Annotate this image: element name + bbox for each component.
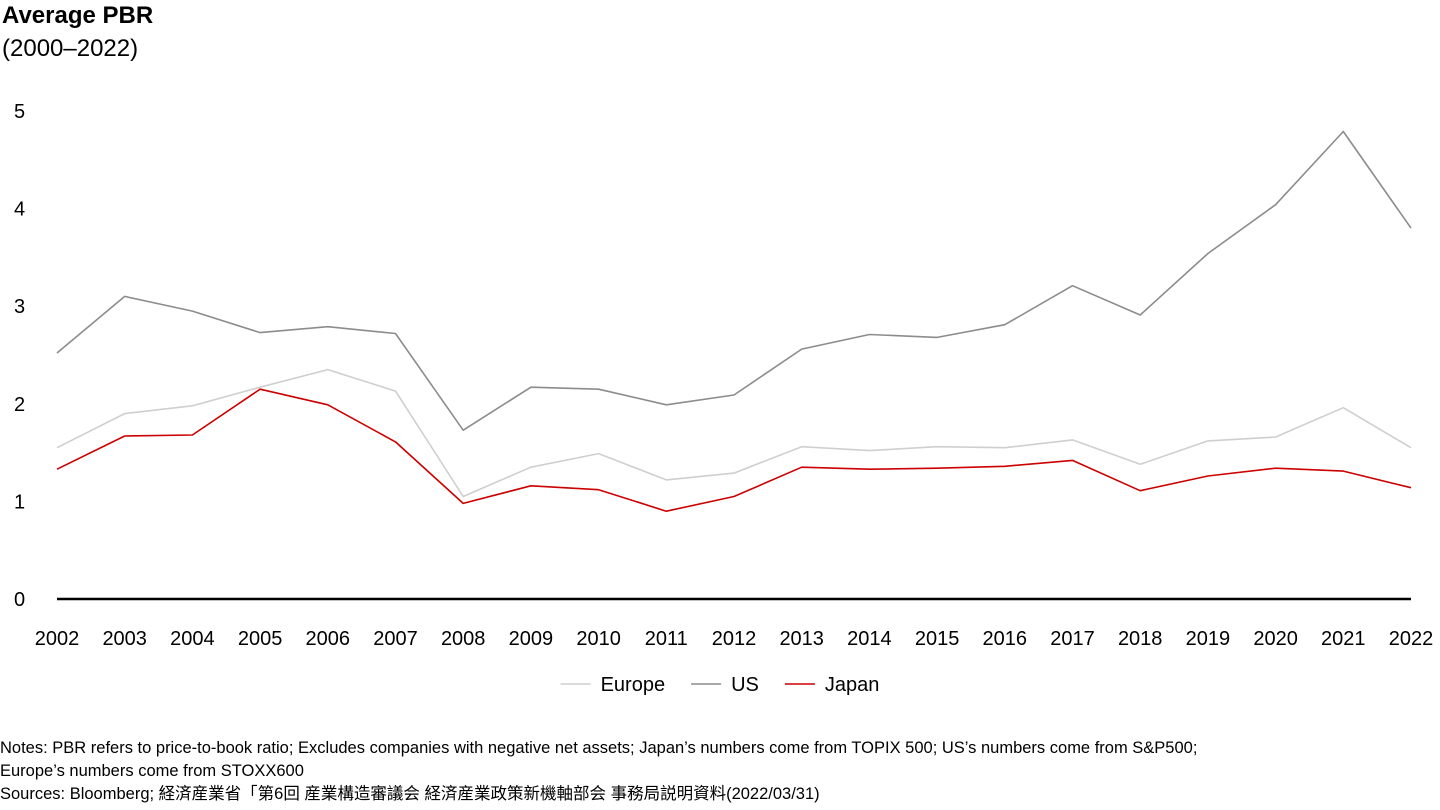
- series-line-us: [56, 130, 1412, 432]
- x-tick-label: 2022: [1389, 628, 1434, 650]
- x-tick-label: 2009: [509, 628, 554, 650]
- y-tick-label: 1: [14, 491, 25, 513]
- legend-label-europe: Europe: [601, 674, 666, 696]
- x-tick-label: 2015: [915, 628, 960, 650]
- x-tick-label: 2006: [306, 628, 351, 650]
- x-tick-label: 2018: [1118, 628, 1163, 650]
- notes-line-2: Europe’s numbers come from STOXX600: [0, 762, 304, 780]
- series-line-europe: [56, 368, 1412, 498]
- legend-label-japan: Japan: [825, 674, 880, 696]
- legend-label-us: US: [731, 674, 759, 696]
- chart-notes: Notes: PBR refers to price-to-book ratio…: [0, 737, 1440, 806]
- x-tick-label: 2003: [102, 628, 147, 650]
- x-tick-label: 2016: [983, 628, 1028, 650]
- y-tick-label: 0: [14, 589, 25, 611]
- y-tick-label: 3: [14, 296, 25, 318]
- sources-line: Sources: Bloomberg; 経済産業省「第6回 産業構造審議会 経済…: [0, 785, 820, 803]
- x-tick-label: 2008: [441, 628, 486, 650]
- x-tick-label: 2021: [1321, 628, 1366, 650]
- x-tick-label: 2014: [847, 628, 892, 650]
- x-tick-label: 2004: [170, 628, 215, 650]
- x-tick-label: 2010: [576, 628, 621, 650]
- x-tick-label: 2011: [645, 628, 688, 650]
- x-tick-label: 2007: [373, 628, 418, 650]
- series-line-japan: [56, 388, 1412, 513]
- chart-title: Average PBR: [2, 2, 154, 29]
- notes-line-1: Notes: PBR refers to price-to-book ratio…: [0, 739, 1198, 757]
- x-tick-label: 2017: [1050, 628, 1095, 650]
- x-tick-label: 2019: [1186, 628, 1231, 650]
- y-tick-label: 2: [14, 394, 25, 416]
- x-tick-label: 2020: [1253, 628, 1298, 650]
- line-chart: 0 1 2 3 4 5 2002 2003 2004 2005 2006 2007 2008 2009 20…: [14, 101, 1434, 696]
- chart-subtitle: (2000–2022): [2, 35, 139, 62]
- y-tick-label: 4: [14, 199, 25, 221]
- y-tick-label: 5: [14, 101, 25, 123]
- x-tick-label: 2002: [35, 628, 80, 650]
- x-tick-label: 2013: [779, 628, 824, 650]
- x-tick-label: 2012: [712, 628, 757, 650]
- x-tick-label: 2005: [238, 628, 283, 650]
